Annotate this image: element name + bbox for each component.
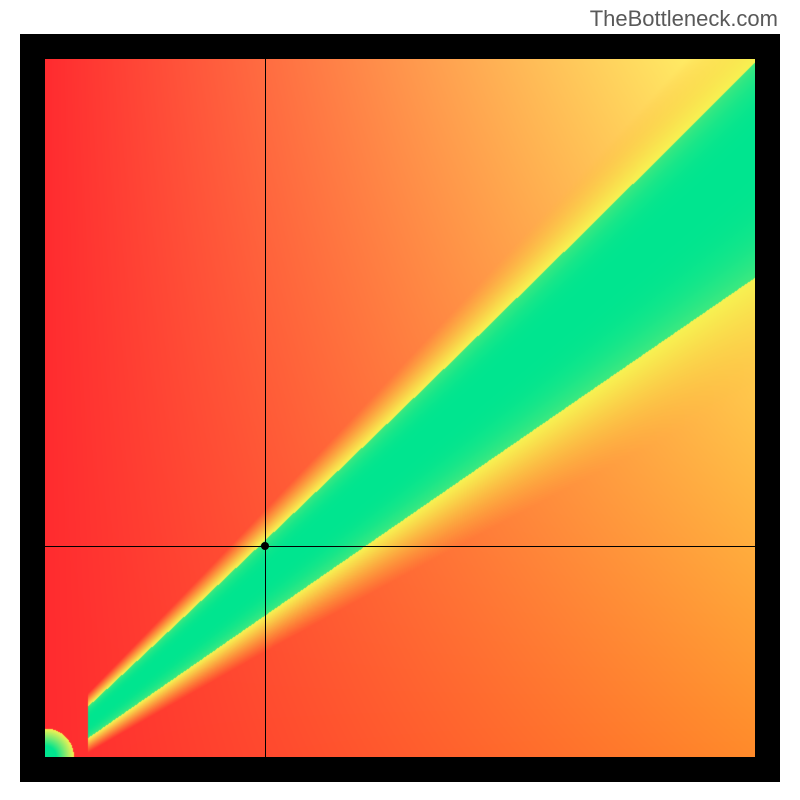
crosshair-marker xyxy=(261,542,269,550)
chart-container: TheBottleneck.com xyxy=(0,0,800,800)
chart-outer-frame xyxy=(20,34,780,782)
crosshair-vertical xyxy=(265,59,266,757)
crosshair-horizontal xyxy=(45,546,755,547)
heatmap-canvas xyxy=(45,59,755,757)
chart-canvas-wrapper xyxy=(45,59,755,757)
attribution-text: TheBottleneck.com xyxy=(590,6,778,32)
